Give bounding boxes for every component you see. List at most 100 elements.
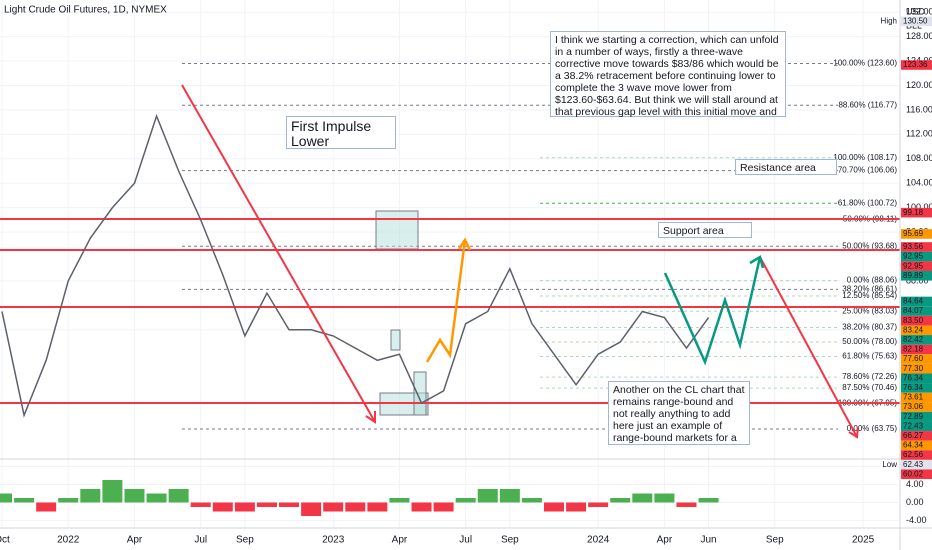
fib-label: 100.00% (108.17) [833, 153, 897, 162]
price-tag-label: 62.56 [903, 450, 924, 459]
green-waves [663, 256, 762, 366]
price-tag [901, 402, 932, 412]
y-tick-label: 104.00 [906, 178, 932, 188]
y-tick-label: 100.00 [906, 202, 932, 212]
arrow-head [749, 255, 765, 269]
price-layer [1, 113, 710, 418]
price-tag-label: 92.95 [903, 252, 924, 261]
price-tag-label: 72.89 [903, 412, 924, 421]
price-tag-label: 76.34 [903, 373, 924, 382]
y-tick-label: 128.00 [906, 31, 932, 41]
price-tag-label: 64.34 [903, 441, 924, 450]
range-note: Another on the CL chart that remains ran… [608, 381, 750, 445]
price-tag-label: 99.18 [903, 208, 924, 217]
price-tag [901, 296, 932, 307]
price-tag [901, 335, 932, 345]
arrow-head [848, 426, 859, 439]
price-tag-label: 66.27 [903, 431, 924, 440]
fib-label: 0.00% (88.06) [847, 276, 898, 285]
fib-label: 25.00% (83.03) [842, 306, 897, 315]
note-box: First Impulse Lower [286, 116, 396, 149]
note-box: Resistance area [735, 159, 837, 175]
price-tag [901, 344, 932, 355]
osc-bar [301, 502, 322, 516]
osc-bar [212, 502, 233, 512]
osc-bar [698, 498, 719, 503]
price-tag [901, 373, 932, 384]
impulse-arrow [181, 84, 376, 423]
main-note: I think we starting a correction, which … [550, 31, 786, 117]
price-tag-label: 82.42 [903, 335, 924, 344]
osc-tick-label: 0.00 [906, 497, 924, 507]
price-tag [901, 251, 932, 262]
osc-bar [279, 502, 300, 507]
osc-bar [256, 502, 277, 507]
osc-bar [389, 498, 410, 503]
price-tag [901, 383, 932, 393]
fib-label: 78.60% (72.26) [842, 372, 897, 381]
y-tick-label: 112.00 [906, 129, 932, 139]
osc-bar [411, 502, 432, 512]
price-tag [901, 306, 932, 316]
x-tick-label: 2025 [852, 535, 875, 546]
price-tag-label: 95.69 [903, 229, 924, 238]
osc-bar [367, 502, 388, 512]
impulse-note: First Impulse Lower [286, 116, 396, 149]
price-tag-label: 77.30 [903, 364, 924, 373]
osc-bar [234, 502, 255, 512]
price-tag [901, 242, 932, 252]
x-tick-label: Oct [0, 535, 10, 546]
resistance-note: Resistance area [735, 159, 837, 175]
x-tick-label: Jul [194, 535, 207, 546]
price-tag-label: 60.02 [903, 469, 924, 478]
currency: USD [906, 6, 926, 16]
osc-bar [146, 493, 167, 503]
note-box: I think we starting a correction, which … [550, 31, 786, 117]
price-tag-label: 73.06 [903, 402, 924, 411]
osc-bar [168, 489, 189, 503]
osc-bar [58, 498, 79, 503]
osc-bar [610, 498, 631, 503]
price-tag-label: 77.60 [903, 354, 924, 363]
osc-bar [521, 498, 542, 503]
x-tick-label: Jul [459, 535, 472, 546]
y-tick-label: 108.00 [906, 153, 932, 163]
fib-label: 50.00% (93.68) [842, 241, 897, 250]
x-tick-label: Sep [766, 535, 784, 546]
osc-tick-label: -4.00 [906, 515, 927, 525]
osc-bar [676, 502, 697, 507]
osc-bar [80, 489, 101, 503]
price-tag [901, 207, 932, 218]
price-tag [901, 261, 932, 271]
price-tag-label: 82.18 [903, 345, 924, 354]
fib-label: 100.00% (123.60) [833, 59, 897, 68]
price-tag [901, 270, 932, 281]
price-tag [901, 440, 932, 451]
support-note: Support area [658, 222, 752, 238]
fib-label: 38.20% (80.37) [842, 323, 897, 332]
arrow-head [457, 237, 472, 251]
fib-label: 0.00% (63.75) [847, 424, 898, 433]
fib-label: 61.80% (75.63) [842, 352, 897, 361]
price-tag [901, 431, 932, 441]
osc-bar [455, 498, 476, 503]
osc-bar [654, 493, 675, 503]
osc-bar [36, 502, 57, 512]
x-tick-label: Sep [236, 535, 254, 546]
osc-bar [124, 489, 145, 503]
osc-bar [477, 489, 498, 503]
price-tag [901, 469, 932, 480]
chart-title: Light Crude Oil Futures, 1D, NYMEX [4, 5, 167, 16]
price-tag-label: 92.95 [903, 261, 924, 270]
price-tag [901, 392, 932, 403]
price-tag [901, 421, 932, 432]
x-tick-label: Jun [700, 535, 716, 546]
note-box: Another on the CL chart that remains ran… [608, 381, 750, 445]
fib-label: 88.60% (116.77) [838, 100, 897, 109]
price-tag [901, 325, 932, 336]
price-tag [901, 229, 932, 239]
x-tick-label: 2022 [57, 535, 80, 546]
price-tag [901, 16, 932, 27]
price-tag [901, 60, 932, 70]
